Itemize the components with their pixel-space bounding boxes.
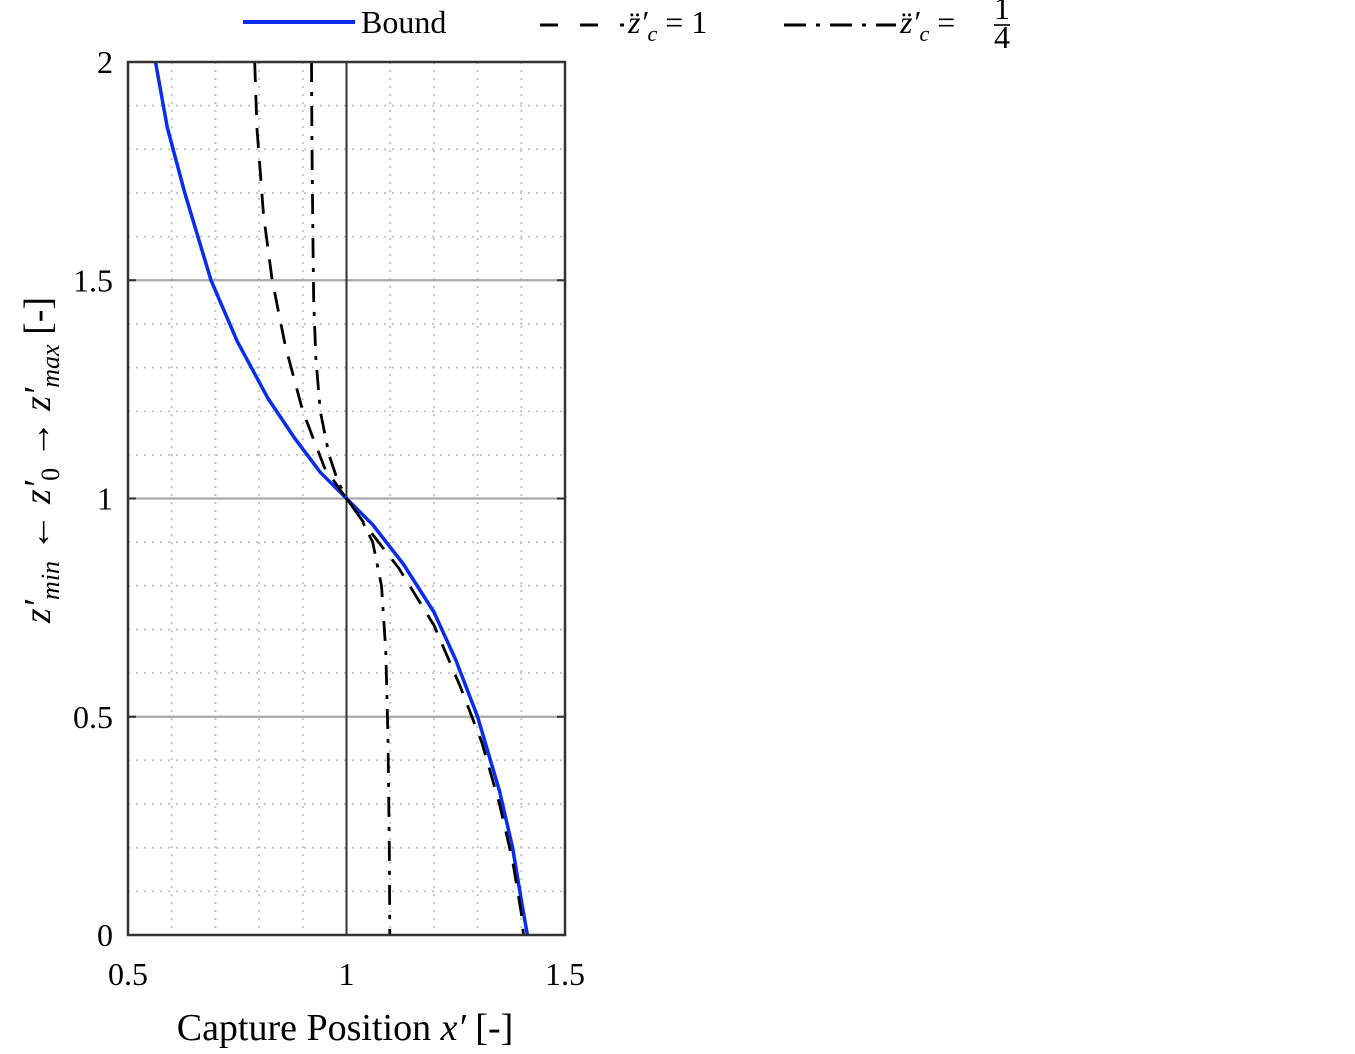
y-axis-zmin: z′: [17, 599, 59, 624]
legend-z2-eq: =: [929, 4, 955, 40]
series-line-z2: [310, 61, 392, 936]
y-tick-label: 2: [97, 44, 113, 80]
grid: [128, 62, 565, 935]
y-axis-unit: [-]: [17, 297, 59, 344]
x-axis-label-prefix: Capture Position: [177, 1007, 441, 1049]
y-tick-label: 0.5: [73, 699, 113, 735]
y-axis-z0: z′: [17, 480, 59, 505]
legend-z2-frac-num: 1: [994, 0, 1010, 26]
y-tick-label: 0: [97, 917, 113, 953]
legend-z2-sub: c: [919, 21, 929, 46]
legend: Bound z̈′c = 1 z̈′c = 1 4: [243, 0, 1010, 55]
y-axis-zero-sub: 0: [36, 468, 65, 481]
y-axis-right-arrow: →: [17, 411, 59, 468]
legend-z2-frac-den: 4: [994, 19, 1010, 55]
y-axis-left-arrow: ←: [17, 504, 59, 561]
x-tick-label: 1.5: [545, 956, 585, 992]
x-tick-label: 0.5: [108, 956, 148, 992]
legend-z1-sub: c: [647, 21, 657, 46]
series-line-bound: [153, 61, 530, 936]
tick-labels: 0.5 1 1.500.511.52: [73, 44, 585, 992]
y-axis-min-sub: min: [36, 561, 65, 600]
legend-z1-var: z̈′: [627, 4, 648, 40]
x-axis-label: Capture Position x′ [-]: [177, 1007, 514, 1049]
y-tick-label: 1: [97, 481, 113, 517]
y-axis-label: z′min ← z′0 → z′max [-]: [17, 297, 65, 624]
x-axis-label-unit: [-]: [466, 1007, 513, 1049]
legend-label-z1: z̈′c = 1: [627, 4, 707, 46]
x-axis-label-var: x′: [440, 1007, 467, 1049]
legend-label-z2: z̈′c =: [899, 4, 955, 46]
x-tick-label: 1: [339, 956, 355, 992]
legend-label-bound: Bound: [361, 4, 446, 40]
y-axis-zmax: z′: [17, 387, 59, 412]
y-tick-label: 1.5: [73, 262, 113, 298]
y-axis-max-sub: max: [36, 344, 65, 388]
legend-z1-eq: = 1: [657, 4, 707, 40]
legend-z2-var: z̈′: [899, 4, 920, 40]
ticks: [127, 61, 566, 936]
series-layer: [153, 61, 530, 936]
